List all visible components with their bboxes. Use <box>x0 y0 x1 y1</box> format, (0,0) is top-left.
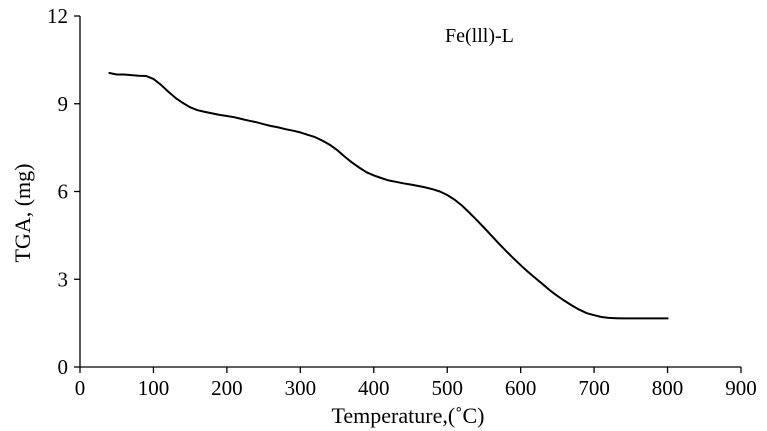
y-axis-title: TGA, (mg) <box>10 164 35 263</box>
series-line <box>108 72 669 320</box>
x-tick-label: 800 <box>652 376 684 400</box>
x-tick-label: 100 <box>138 376 170 400</box>
y-tick-label: 3 <box>58 267 69 291</box>
y-tick-label: 9 <box>58 92 69 116</box>
x-tick-label: 700 <box>578 376 610 400</box>
x-axis-title: Temperature,(˚C) <box>332 403 485 428</box>
x-tick-label: 500 <box>431 376 463 400</box>
x-tick-label: 200 <box>211 376 243 400</box>
x-tick-label: 0 <box>75 376 86 400</box>
x-tick-label: 400 <box>358 376 390 400</box>
y-tick-label: 0 <box>58 355 69 379</box>
x-tick-label: 300 <box>285 376 317 400</box>
y-tick-label: 6 <box>58 180 69 204</box>
y-tick-label: 12 <box>47 4 68 28</box>
plot-area: 0 3 6 9 12 0 100 200 300 400 500 600 700 800 900 <box>47 4 757 400</box>
x-tick-label: 900 <box>725 376 757 400</box>
x-tick-label: 600 <box>505 376 537 400</box>
legend-label: Fe(lll)-L <box>445 25 514 47</box>
legend-box <box>412 20 644 146</box>
